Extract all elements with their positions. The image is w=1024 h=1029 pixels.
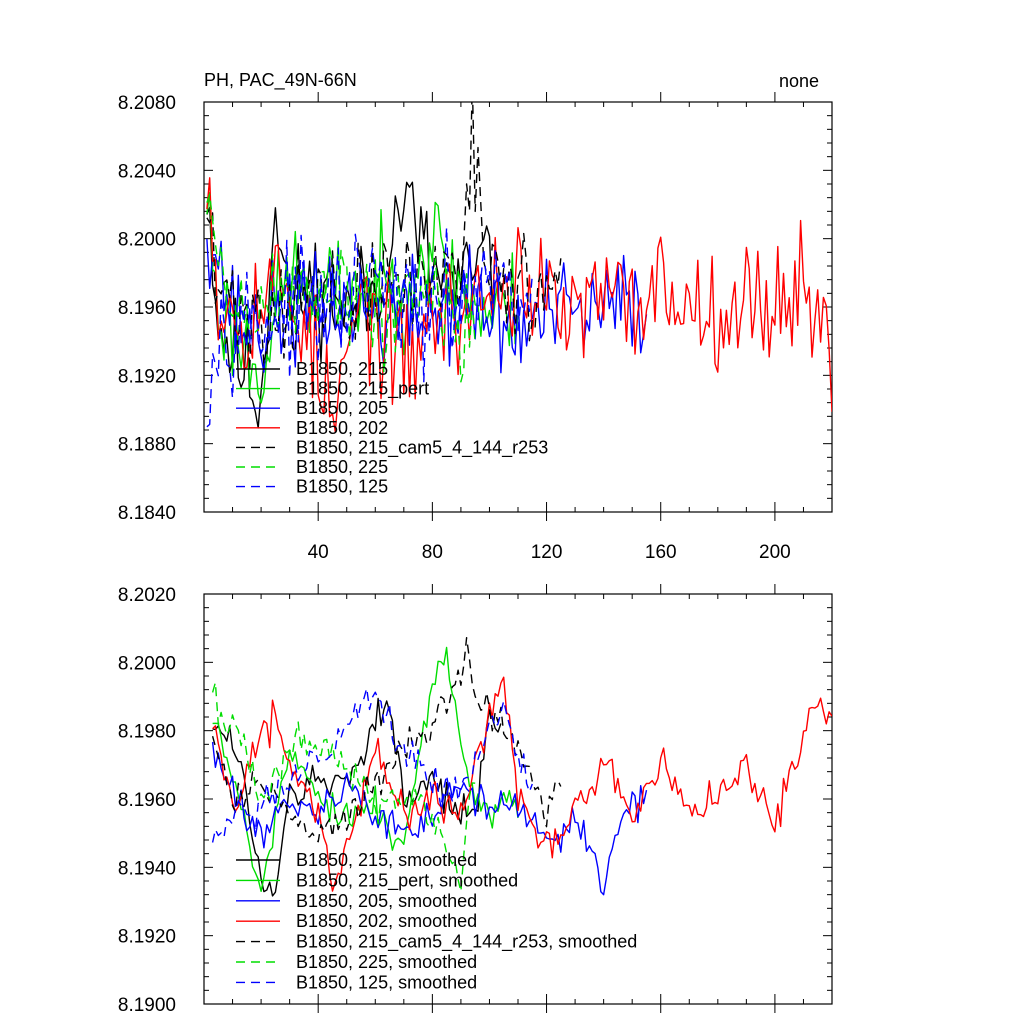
legend-label: B1850, 205, smoothed	[296, 891, 477, 911]
y-tick-label: 8.1920	[118, 366, 176, 387]
series-line	[211, 687, 533, 843]
series-line	[211, 742, 648, 896]
y-tick-label: 8.2000	[118, 230, 176, 251]
y-tick-label: 8.2020	[118, 585, 176, 606]
legend-label: B1850, 202, smoothed	[296, 911, 477, 931]
y-tick-label: 8.1980	[118, 722, 176, 743]
y-tick-label: 8.1960	[118, 298, 176, 319]
legend-label: B1850, 125, smoothed	[296, 972, 477, 992]
series-line	[211, 637, 562, 843]
top-panel: PH, PAC_49N-66N none 8.2080 8.2040 8.2000 8…	[118, 70, 833, 563]
y-tick-label: 8.1920	[118, 927, 176, 948]
series-line	[206, 226, 533, 428]
x-tick-label: 120	[531, 542, 563, 563]
legend-label: B1850, 215_pert, smoothed	[296, 870, 518, 891]
y-tick-label: 8.1880	[118, 435, 176, 456]
chart-title: PH, PAC_49N-66N	[204, 70, 357, 91]
legend-label: B1850, 225	[296, 457, 388, 477]
series-line	[206, 238, 648, 374]
y-tick-label: 8.1840	[118, 503, 176, 524]
legend-label: B1850, 125	[296, 477, 388, 497]
x-tick-label: 200	[759, 542, 791, 563]
legend-label: B1850, 215_cam5_4_144_r253	[296, 437, 548, 458]
x-tick-label: 80	[422, 542, 443, 563]
y-tick-label: 8.1960	[118, 790, 176, 811]
legend-label: B1850, 215_pert	[296, 379, 429, 400]
y-tick-label: 8.2040	[118, 161, 176, 182]
legend-label: B1850, 215_cam5_4_144_r253, smoothed	[296, 932, 637, 953]
y-tick-label: 8.2080	[118, 93, 176, 114]
x-tick-label: 160	[645, 542, 677, 563]
legend-label: B1850, 225, smoothed	[296, 952, 477, 972]
right-label: none	[779, 71, 819, 91]
series-line	[206, 177, 832, 433]
legend-label: B1850, 215, smoothed	[296, 850, 477, 870]
series-line	[212, 676, 832, 892]
series-line	[211, 681, 476, 893]
legend-label: B1850, 202	[296, 418, 388, 438]
series-line	[206, 102, 562, 372]
y-tick-label: 8.1900	[118, 995, 176, 1016]
legend-label: B1850, 205	[296, 398, 388, 418]
y-tick-label: 8.1940	[118, 858, 176, 879]
x-tick-label: 40	[308, 542, 329, 563]
bottom-panel: 8.2020 8.2000 8.1980 8.1960 8.1940 8.1920 8.19…	[118, 584, 833, 1016]
legend-label: B1850, 215	[296, 359, 388, 379]
series-group	[206, 102, 832, 433]
series-line	[206, 193, 476, 383]
y-tick-label: 8.2000	[118, 653, 176, 674]
